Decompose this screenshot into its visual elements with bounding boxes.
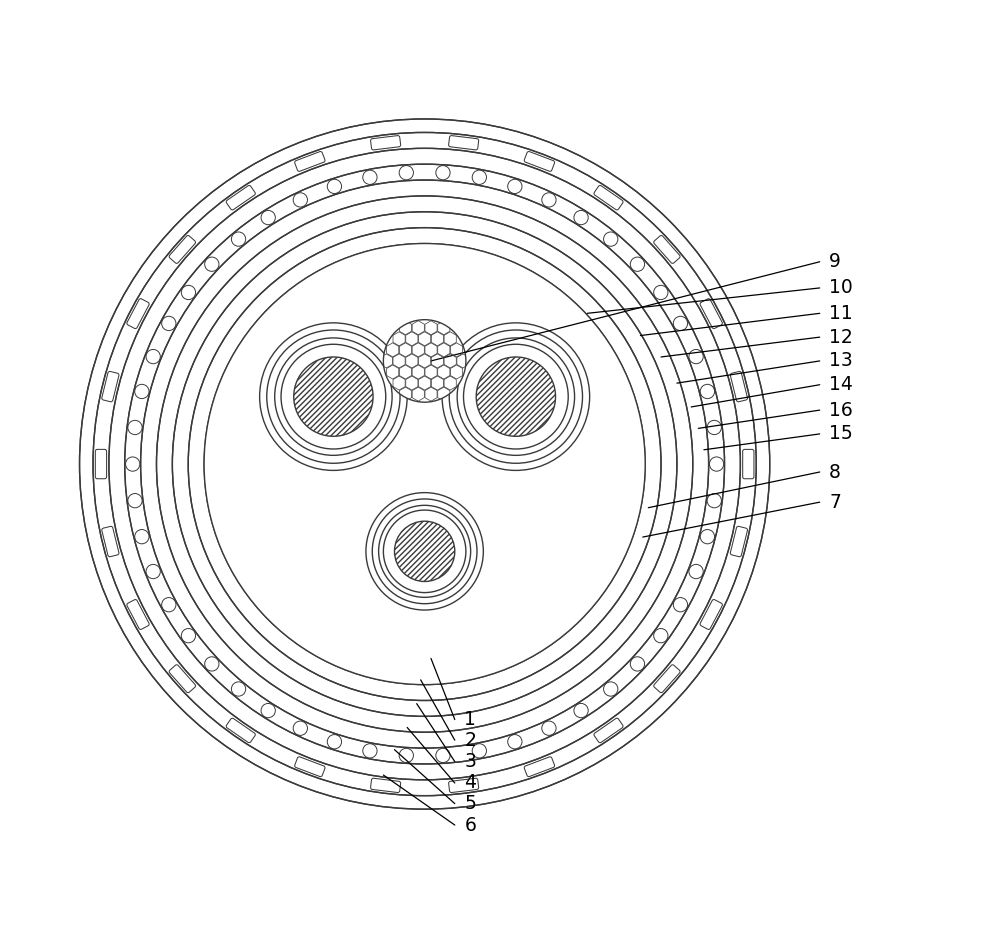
Text: 5: 5 xyxy=(464,794,476,813)
Circle shape xyxy=(294,357,373,436)
Text: 15: 15 xyxy=(829,425,853,444)
Text: 3: 3 xyxy=(464,752,476,771)
Circle shape xyxy=(476,357,556,436)
Text: 9: 9 xyxy=(829,252,841,271)
Text: 4: 4 xyxy=(464,773,476,792)
Text: 16: 16 xyxy=(829,400,853,420)
Circle shape xyxy=(204,244,645,684)
Circle shape xyxy=(383,320,466,402)
Text: 13: 13 xyxy=(829,351,853,370)
Text: 11: 11 xyxy=(829,304,853,323)
Text: 14: 14 xyxy=(829,375,853,395)
Text: 7: 7 xyxy=(829,493,841,512)
Text: 1: 1 xyxy=(464,710,476,729)
Text: 10: 10 xyxy=(829,278,853,297)
Text: 2: 2 xyxy=(464,731,476,750)
Text: 12: 12 xyxy=(829,328,853,346)
Circle shape xyxy=(394,521,455,582)
Text: 6: 6 xyxy=(464,816,476,834)
Text: 8: 8 xyxy=(829,463,841,481)
